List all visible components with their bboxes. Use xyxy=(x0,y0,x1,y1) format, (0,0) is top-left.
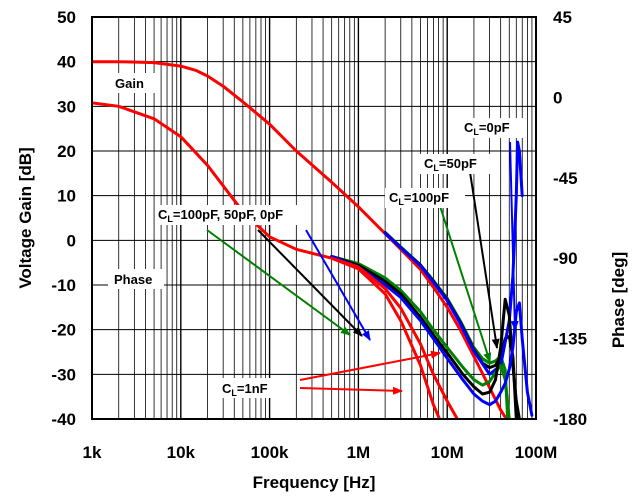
phase-label: Phase xyxy=(114,272,152,287)
arrow-50pf xyxy=(469,171,500,349)
annotation-labels: Gain Phase CL=100pF, 50pF, 0pF CL=100pF … xyxy=(108,73,524,398)
y-tick-label: -20 xyxy=(51,321,76,340)
annotation-arrows xyxy=(206,141,519,395)
x-tick-labels: 1k 10k 100k 1M 10M 100M xyxy=(83,443,558,462)
cl-50pf-label: CL=50pF xyxy=(424,156,477,173)
plot-frame xyxy=(91,16,537,420)
y2-tick-label: -180 xyxy=(553,410,587,429)
cl-0pf-label: CL=0pF xyxy=(464,120,510,137)
y2-tick-label: -135 xyxy=(553,330,587,349)
y2-tick-label: 45 xyxy=(553,8,572,27)
gain-series-0pf xyxy=(383,140,524,376)
y-tick-label: -10 xyxy=(51,276,76,295)
y-tick-label: 50 xyxy=(57,8,76,27)
y-tick-label: 40 xyxy=(57,53,76,72)
arrow-all-green xyxy=(206,229,351,336)
x-tick-label: 10M xyxy=(431,443,464,462)
y-tick-label: 0 xyxy=(67,231,76,250)
x-axis-label: Frequency [Hz] xyxy=(253,473,376,492)
y-tick-label: 20 xyxy=(57,142,76,161)
x-tick-label: 1k xyxy=(83,443,102,462)
y2-tick-label: 0 xyxy=(553,88,562,107)
cl-100pf-label: CL=100pF xyxy=(389,190,449,207)
x-tick-label: 1M xyxy=(347,443,371,462)
series-lines xyxy=(92,60,534,419)
arrow-100pf xyxy=(439,205,492,363)
gain-series-base xyxy=(92,60,509,419)
x-tick-label: 100M xyxy=(515,443,558,462)
y-tick-label: 30 xyxy=(57,97,76,116)
y2-axis-label: Phase [deg] xyxy=(609,252,628,348)
y2-tick-labels: 45 0 -45 -90 -135 -180 xyxy=(553,8,587,429)
arrow-1nf-upper xyxy=(299,350,441,381)
gain-label: Gain xyxy=(115,76,144,91)
phase-series-base xyxy=(92,101,442,419)
y-tick-label: -40 xyxy=(51,410,76,429)
y-tick-labels: 50 40 30 20 10 0 -10 -20 -30 -40 xyxy=(51,8,76,429)
x-tick-label: 100k xyxy=(251,443,289,462)
y-tick-label: 10 xyxy=(57,187,76,206)
phase-series-0pf xyxy=(330,254,534,417)
cl-1nf-label: CL=1nF xyxy=(222,381,268,398)
phase-series-100pf xyxy=(330,254,511,419)
phase-series-50pf xyxy=(330,254,521,419)
arrow-0pf xyxy=(509,141,519,331)
x-tick-label: 10k xyxy=(167,443,196,462)
y-tick-label: -30 xyxy=(51,365,76,384)
arrow-1nf-lower xyxy=(299,386,403,395)
cl-all-label: CL=100pF, 50pF, 0pF xyxy=(158,207,283,224)
y2-tick-label: -90 xyxy=(553,249,578,268)
y2-tick-label: -45 xyxy=(553,169,578,188)
y-axis-label: Voltage Gain [dB] xyxy=(16,147,35,288)
arrow-all-blue xyxy=(305,229,371,341)
gain-series-50pf xyxy=(383,231,518,419)
phase-series-1nf xyxy=(330,256,459,419)
arrow-all-black xyxy=(257,229,363,337)
